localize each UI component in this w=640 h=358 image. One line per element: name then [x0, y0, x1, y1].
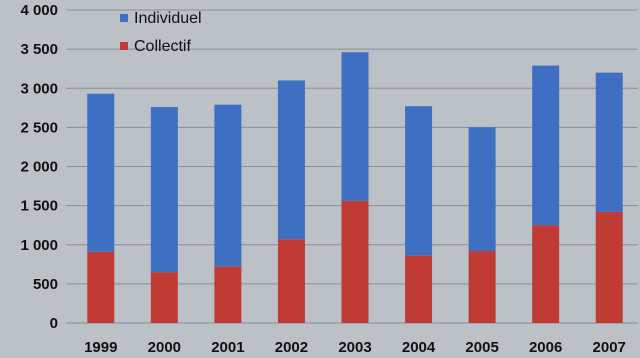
y-tick-label: 0 — [50, 315, 58, 332]
y-tick-label: 2 500 — [20, 119, 58, 136]
x-tick-label: 2002 — [275, 339, 308, 356]
bar-collectif-2004 — [405, 255, 433, 323]
bar-individuel-2006 — [532, 65, 560, 226]
bars — [87, 52, 623, 323]
bar-individuel-2002 — [277, 80, 305, 240]
legend: Individuel Collectif — [120, 10, 202, 55]
x-tick-label: 2004 — [402, 339, 436, 356]
x-tick-label: 2006 — [529, 339, 562, 356]
y-tick-label: 2 000 — [20, 159, 58, 176]
bar-collectif-2002 — [277, 239, 305, 323]
bar-collectif-2003 — [341, 200, 369, 323]
x-tick-label: 2003 — [338, 339, 371, 356]
x-tick-label: 2001 — [211, 339, 244, 356]
x-tick-label: 2000 — [148, 339, 181, 356]
y-tick-label: 3 500 — [20, 41, 58, 58]
y-tick-label: 1 500 — [20, 198, 58, 215]
y-tick-label: 500 — [33, 276, 58, 293]
bar-individuel-2003 — [341, 52, 369, 201]
y-tick-label: 3 000 — [20, 80, 58, 97]
bar-collectif-2001 — [214, 266, 242, 323]
bar-individuel-2000 — [150, 107, 178, 273]
bar-individuel-2005 — [468, 127, 496, 252]
legend-label-collectif: Collectif — [134, 38, 191, 55]
x-axis: 1999 2000 2001 2002 2003 2004 2005 2006 2007 — [84, 339, 626, 356]
bar-collectif-1999 — [87, 251, 115, 323]
legend-label-individuel: Individuel — [134, 10, 202, 27]
bar-individuel-2001 — [214, 104, 242, 267]
bar-collectif-2007 — [595, 211, 623, 323]
y-axis: 0 500 1 000 1 500 2 000 2 500 3 000 3 500 4 000 — [20, 2, 58, 332]
legend-swatch-collectif — [120, 42, 128, 50]
x-tick-label: 2007 — [593, 339, 626, 356]
bar-collectif-2006 — [532, 225, 560, 323]
bar-individuel-2007 — [595, 72, 623, 212]
legend-swatch-individuel — [120, 14, 128, 22]
x-tick-label: 1999 — [84, 339, 117, 356]
y-tick-label: 1 000 — [20, 237, 58, 254]
bar-collectif-2005 — [468, 251, 496, 323]
bar-individuel-2004 — [405, 106, 433, 256]
bar-individuel-1999 — [87, 93, 115, 252]
x-tick-label: 2005 — [465, 339, 498, 356]
y-tick-label: 4 000 — [20, 2, 58, 19]
bar-collectif-2000 — [150, 272, 178, 323]
